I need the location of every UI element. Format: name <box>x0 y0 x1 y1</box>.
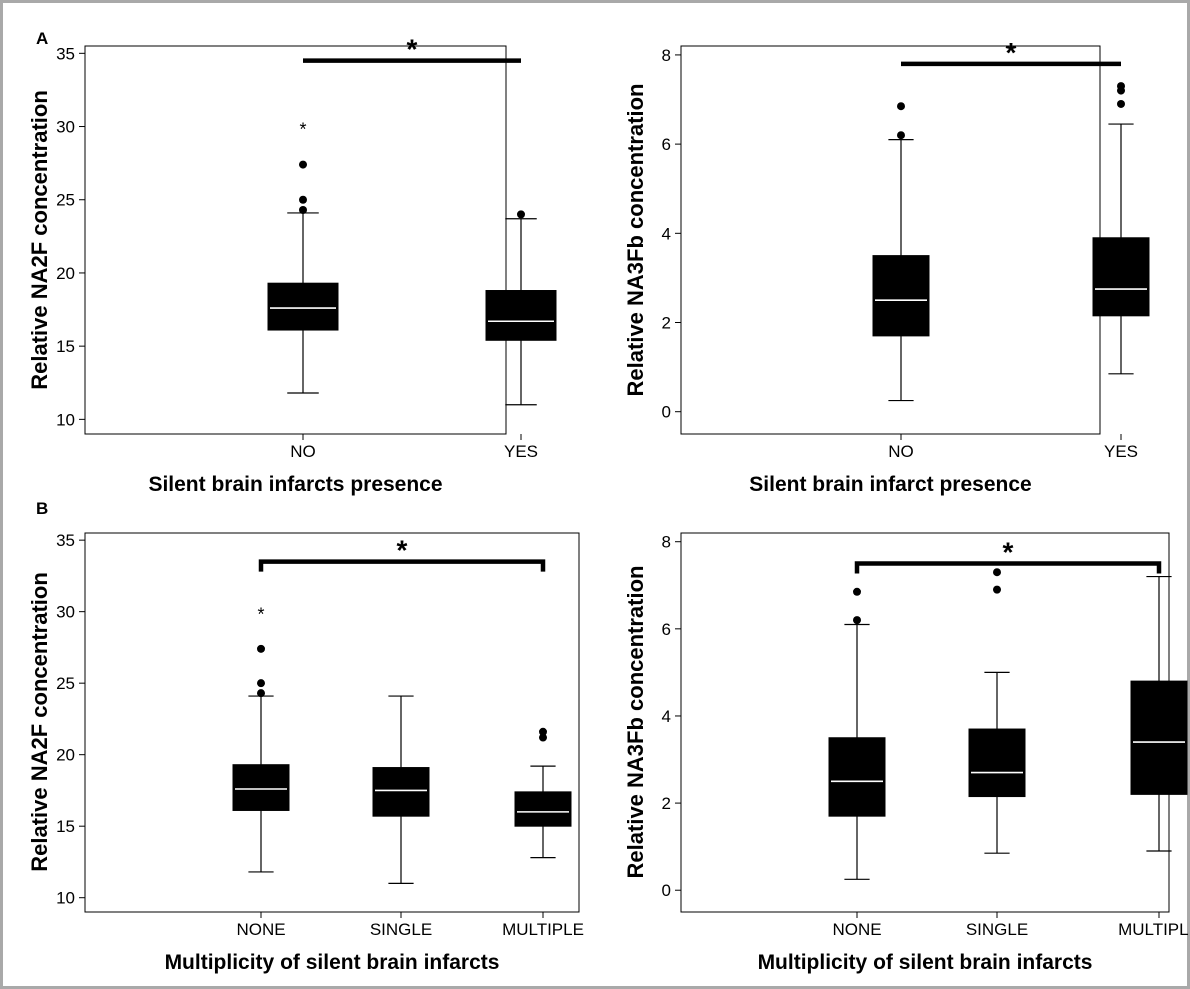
panel-label-b: B <box>36 499 49 518</box>
box <box>267 282 339 331</box>
x-tick-label: NO <box>290 442 316 461</box>
outlier-point <box>1117 82 1125 91</box>
y-axis-label: Relative NA2F concentration <box>27 90 52 390</box>
significance-star: * <box>397 535 408 566</box>
outlier-point <box>853 616 861 625</box>
plot-frame <box>84 45 507 435</box>
outlier-point <box>993 568 1001 577</box>
outlier-point <box>299 195 307 204</box>
y-tick-label: 2 <box>662 314 671 333</box>
outlier-point <box>299 160 307 169</box>
y-tick-label: 0 <box>662 881 671 900</box>
y-tick-label: 6 <box>662 620 671 639</box>
box <box>372 767 430 817</box>
y-tick-label: 4 <box>662 224 671 243</box>
outlier-point <box>853 587 861 596</box>
y-tick-label: 30 <box>56 118 75 137</box>
outlier-point <box>257 679 265 688</box>
outlier-point <box>299 205 307 214</box>
plot-frame <box>680 532 1170 913</box>
significance-star: * <box>1003 536 1014 567</box>
chart-b-right-na3fb: 0 2 4 6 8 Relative NA3Fb concentration Multipl… <box>623 532 1190 974</box>
box <box>514 791 572 827</box>
x-axis-label: Multiplicity of silent brain infarcts <box>165 951 500 974</box>
x-axis-label: Multiplicity of silent brain infarcts <box>758 951 1093 974</box>
box <box>485 290 557 341</box>
y-tick-label: 25 <box>56 674 75 693</box>
outlier-point <box>993 585 1001 594</box>
box <box>1092 237 1150 317</box>
x-tick-label: MULTIPLE <box>502 920 584 939</box>
outlier-point <box>539 727 547 736</box>
y-tick-label: 25 <box>56 191 75 210</box>
y-tick-label: 15 <box>56 817 75 836</box>
x-axis-label: Silent brain infarcts presence <box>148 473 442 496</box>
outlier-point <box>257 689 265 698</box>
x-tick-label: SINGLE <box>966 920 1028 939</box>
outlier-point <box>1117 99 1125 108</box>
outlier-point <box>257 644 265 653</box>
y-tick-label: 8 <box>662 46 671 65</box>
box <box>1130 680 1188 795</box>
y-tick-label: 35 <box>56 44 75 63</box>
box <box>872 255 930 337</box>
box <box>968 728 1026 798</box>
plot-frame <box>84 532 580 913</box>
extreme-point: * <box>257 605 264 625</box>
y-tick-label: 4 <box>662 707 671 726</box>
y-tick-label: 15 <box>56 337 75 356</box>
extreme-point: * <box>299 120 306 140</box>
y-tick-label: 30 <box>56 603 75 622</box>
chart-b-left-na2f: 10 15 20 25 30 35 Relative NA2F concentration M… <box>27 531 584 974</box>
y-axis-label: Relative NA2F concentration <box>27 572 52 872</box>
x-tick-label: NONE <box>236 920 285 939</box>
x-axis-label: Silent brain infarct presence <box>749 473 1031 496</box>
y-tick-label: 8 <box>662 533 671 552</box>
x-tick-label: NO <box>888 442 914 461</box>
y-axis-label: Relative NA3Fb concentration <box>623 84 648 397</box>
x-tick-label: MULTIPLE <box>1118 920 1190 939</box>
box <box>828 737 886 817</box>
y-tick-label: 0 <box>662 403 671 422</box>
y-tick-label: 6 <box>662 135 671 154</box>
outlier-point <box>517 210 525 219</box>
x-tick-label: YES <box>504 442 538 461</box>
significance-bracket <box>854 561 1162 574</box>
y-tick-label: 20 <box>56 746 75 765</box>
box <box>232 764 290 811</box>
outlier-point <box>897 102 905 111</box>
x-tick-label: NONE <box>832 920 881 939</box>
x-tick-label: SINGLE <box>370 920 432 939</box>
plot-frame <box>680 45 1101 435</box>
significance-star: * <box>407 34 418 65</box>
significance-star: * <box>1006 37 1017 68</box>
y-tick-label: 2 <box>662 794 671 813</box>
significance-bracket <box>258 559 546 572</box>
panel-label-a: A <box>36 29 49 48</box>
outlier-point <box>539 733 547 742</box>
y-axis-label: Relative NA3Fb concentration <box>623 566 648 879</box>
y-tick-label: 10 <box>56 410 75 429</box>
outlier-point <box>897 131 905 140</box>
chart-a-right-na3fb: 0 2 4 6 8 Relative NA3Fb concentration Silent … <box>623 37 1150 496</box>
chart-a-left-na2f: 10 15 20 25 30 35 Relative NA2F concentration S… <box>27 34 557 496</box>
x-tick-label: YES <box>1104 442 1138 461</box>
y-tick-label: 20 <box>56 264 75 283</box>
y-tick-label: 10 <box>56 889 75 908</box>
y-tick-label: 35 <box>56 531 75 550</box>
